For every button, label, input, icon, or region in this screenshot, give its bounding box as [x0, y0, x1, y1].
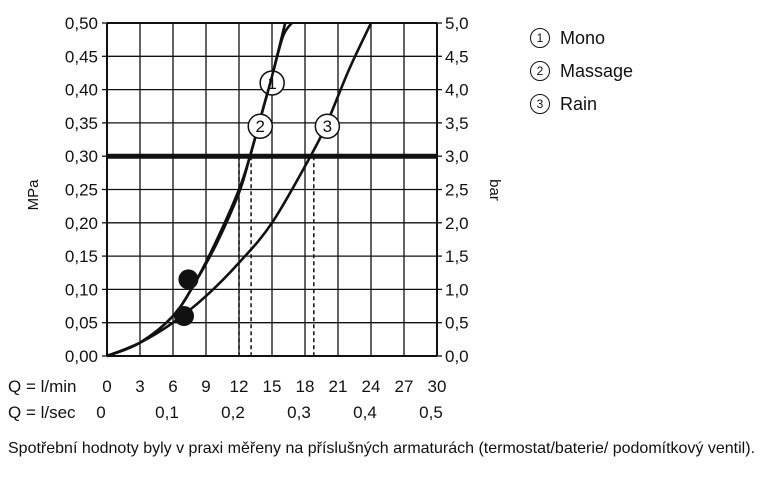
legend-marker-2: 2: [530, 61, 550, 81]
series-line-massage: [106, 22, 287, 358]
y-left-tick-label: 0,35: [65, 114, 98, 133]
y-right-tick-label: 0,0: [445, 347, 469, 366]
x-sec-tick-label: 0,4: [353, 403, 377, 422]
x-sec-tick-label: 0,5: [419, 403, 443, 422]
series-marker-circle-massage: [247, 113, 273, 139]
y-left-tick-label: 0,10: [65, 280, 98, 299]
y-left-tick-label: 0,45: [65, 47, 98, 66]
x-sec-tick-label: 0,2: [221, 403, 245, 422]
x-tick-label: 21: [329, 377, 348, 396]
x-tick-label: 12: [230, 377, 249, 396]
series-marker-circle-rain: [314, 113, 341, 139]
footnote: Spotřební hodnoty byly v praxi měřeny na…: [8, 440, 756, 457]
x-tick-label: 15: [263, 377, 282, 396]
legend-item-mono: 1 Mono: [530, 22, 633, 55]
y-left-tick-label: 0,15: [65, 247, 98, 266]
y-right-tick-label: 3,0: [445, 147, 469, 166]
y-right-axis-title: bar: [486, 179, 503, 201]
legend-marker-3: 3: [530, 94, 550, 114]
y-left-tick-label: 0,05: [65, 314, 98, 333]
x-tick-label: 6: [168, 377, 177, 396]
x-tick-label: 9: [201, 377, 210, 396]
y-right-tick-label: 2,5: [445, 181, 469, 200]
y-right-tick-label: 5,0: [445, 14, 469, 33]
x-tick-label: 27: [395, 377, 414, 396]
legend-item-rain: 3 Rain: [530, 88, 633, 121]
x-tick-label: 3: [135, 377, 144, 396]
legend-label-rain: Rain: [560, 94, 598, 114]
x-tick-label: 18: [296, 377, 315, 396]
y-right-tick-label: 0,5: [445, 314, 469, 333]
y-right-tick-label: 4,0: [445, 81, 469, 100]
y-left-axis-title: MPa: [25, 179, 42, 211]
y-right-tick-label: 1,5: [445, 247, 469, 266]
x-tick-label: 0: [102, 377, 111, 396]
y-left-tick-label: 0,50: [65, 14, 98, 33]
series-marker-label-mono: 1: [267, 74, 276, 93]
y-left-tick-label: 0,30: [65, 147, 98, 166]
data-point-1: [178, 269, 199, 290]
y-left-tick-label: 0,00: [65, 347, 98, 366]
x-sec-tick-label: 0,1: [155, 403, 179, 422]
x-tick-label: 30: [428, 377, 447, 396]
x-flow-axis-label: Q = l/min: [8, 377, 77, 396]
series-line-rain: [106, 22, 373, 358]
y-right-tick-label: 1,0: [445, 280, 469, 299]
y-left-tick-label: 0,40: [65, 81, 98, 100]
data-point-2: [174, 306, 194, 327]
y-right-tick-label: 3,5: [445, 114, 469, 133]
series-marker-label-rain: 3: [323, 117, 332, 136]
x-tick-label: 24: [362, 377, 381, 396]
x-sec-axis-label: Q = l/sec: [8, 403, 76, 422]
x-sec-tick-label: 0: [96, 403, 105, 422]
y-left-tick-label: 0,25: [65, 181, 98, 200]
chart: 12 3 0,000,050,100,150,200,250,300,350,40…: [8, 14, 503, 422]
legend-label-mono: Mono: [560, 28, 606, 48]
y-right-tick-label: 4,5: [445, 47, 469, 66]
legend: 1 Mono 2 Massage 3 Rain: [530, 22, 633, 121]
series-marker-label-massage: 2: [256, 117, 265, 136]
x-sec-tick-label: 0,3: [287, 403, 311, 422]
y-left-tick-label: 0,20: [65, 214, 98, 233]
y-right-tick-label: 2,0: [445, 214, 469, 233]
legend-marker-1: 1: [530, 28, 550, 48]
legend-label-massage: Massage: [560, 61, 634, 81]
legend-item-massage: 2 Massage: [530, 55, 633, 88]
